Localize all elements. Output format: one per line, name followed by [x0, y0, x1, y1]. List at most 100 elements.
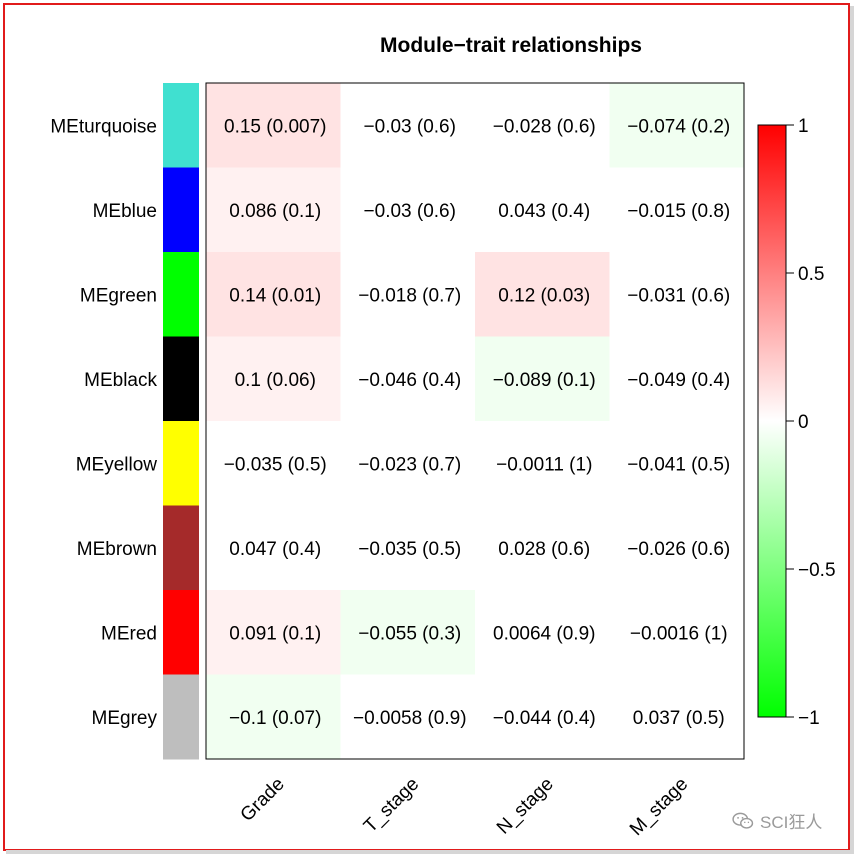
legend-colorbar	[757, 124, 787, 718]
row-label-MEred: MEred	[101, 623, 157, 644]
cell-label: −0.049 (0.4)	[627, 370, 730, 391]
heatmap-cell	[206, 83, 341, 168]
heatmap-cell	[340, 336, 476, 422]
row-label-MEblue: MEblue	[93, 201, 157, 222]
module-color-MEturquoise	[163, 83, 199, 168]
cell-label: 0.028 (0.6)	[498, 539, 590, 560]
cell-label: −0.031 (0.6)	[627, 285, 730, 306]
heatmap-cell	[340, 590, 476, 675]
cell-label: −0.023 (0.7)	[358, 454, 461, 475]
heatmap-cell	[609, 421, 745, 506]
heatmap-cell	[475, 590, 610, 675]
heatmap-cell	[609, 590, 745, 675]
heatmap-cell	[609, 505, 745, 591]
row-label-MEbrown: MEbrown	[77, 539, 157, 560]
cell-label: −0.026 (0.6)	[627, 539, 730, 560]
heatmap-cell	[475, 252, 610, 337]
heatmap-cell	[206, 252, 341, 337]
heatmap-cell	[609, 167, 745, 253]
cell-label: −0.1 (0.07)	[229, 708, 321, 729]
cell-label: −0.028 (0.6)	[493, 116, 596, 137]
chart-title: Module−trait relationships	[380, 34, 642, 57]
legend-tick-label: 1	[798, 116, 809, 137]
module-color-MEyellow	[163, 421, 199, 506]
cell-label: −0.018 (0.7)	[358, 285, 461, 306]
cell-label: −0.055 (0.3)	[358, 623, 461, 644]
row-labels: MEturquoise MEblue MEgreen MEblack MEyellow M…	[50, 116, 157, 729]
row-label-MEblack: MEblack	[84, 370, 157, 391]
heatmap-cell	[475, 336, 610, 422]
frame-shadow	[6, 850, 852, 854]
row-label-MEyellow: MEyellow	[76, 454, 158, 475]
column-label-Grade: Grade	[237, 774, 289, 826]
column-labels: Grade T_stage N_stage M_stage	[237, 774, 693, 840]
cell-label: −0.03 (0.6)	[364, 116, 456, 137]
heatmap-cell	[475, 83, 610, 168]
heatmap-cell	[475, 167, 610, 253]
cell-label: −0.041 (0.5)	[627, 454, 730, 475]
cell-label: −0.015 (0.8)	[627, 201, 730, 222]
row-label-MEgrey: MEgrey	[92, 708, 158, 729]
cell-label: −0.0016 (1)	[630, 623, 728, 644]
module-color-MEblue	[163, 167, 199, 253]
cell-label: −0.044 (0.4)	[493, 708, 596, 729]
cell-label: 0.0064 (0.9)	[493, 623, 595, 644]
cell-label: −0.035 (0.5)	[358, 539, 461, 560]
heatmap-cell	[609, 674, 745, 760]
heatmap-cell	[609, 83, 745, 168]
heatmap-cell	[340, 252, 476, 337]
cell-label: −0.089 (0.1)	[493, 370, 596, 391]
frame-shadow-right	[850, 6, 854, 854]
column-label-M_stage: M_stage	[626, 774, 692, 840]
column-label-N_stage: N_stage	[493, 774, 558, 839]
heatmap-cell	[206, 336, 341, 422]
cell-label: −0.03 (0.6)	[364, 201, 456, 222]
heatmap-border	[205, 82, 745, 760]
heatmap-cell	[609, 336, 745, 422]
heatmap-cell	[340, 505, 476, 591]
module-color-MEred	[163, 590, 199, 675]
cell-label: 0.037 (0.5)	[633, 708, 725, 729]
module-color-MEgreen	[163, 252, 199, 337]
wechat-icon	[732, 812, 754, 829]
heatmap-cell	[340, 421, 476, 506]
legend-tick-label: −0.5	[798, 560, 836, 581]
module-color-MEbrown	[163, 505, 199, 591]
heatmap-cell	[206, 505, 341, 591]
cell-label: −0.0058 (0.9)	[353, 708, 467, 729]
heatmap-cell	[475, 674, 610, 760]
cell-label: 0.047 (0.4)	[229, 539, 321, 560]
cell-label: 0.12 (0.03)	[498, 285, 590, 306]
cell-label: 0.1 (0.06)	[235, 370, 316, 391]
row-label-MEturquoise: MEturquoise	[50, 116, 157, 137]
heatmap-cell	[475, 421, 610, 506]
heatmap-cell	[609, 252, 745, 337]
cell-label: −0.0011 (1)	[496, 454, 592, 475]
heatmap-cell	[206, 674, 341, 760]
module-color-MEgrey	[163, 674, 199, 760]
cell-label: 0.091 (0.1)	[229, 623, 321, 644]
cell-label: 0.043 (0.4)	[498, 201, 590, 222]
heatmap-cell	[340, 167, 476, 253]
cell-label: −0.035 (0.5)	[224, 454, 327, 475]
cell-label: 0.086 (0.1)	[229, 201, 321, 222]
module-color-MEblack	[163, 336, 199, 422]
legend-tick-label: −1	[798, 708, 820, 729]
color-legend: 1 0.5 0 −0.5 −1	[757, 116, 836, 729]
heatmap-cell	[206, 421, 341, 506]
heatmap-cells: 0.15 (0.007) −0.03 (0.6) −0.028 (0.6) −0.07…	[206, 83, 745, 760]
cell-label: −0.046 (0.4)	[358, 370, 461, 391]
watermark-text: SCI狂人	[760, 813, 823, 832]
cell-label: 0.15 (0.007)	[224, 116, 326, 137]
heatmap-cell	[340, 674, 476, 760]
heatmap-cell	[340, 83, 476, 168]
cell-label: −0.074 (0.2)	[627, 116, 730, 137]
heatmap-cell	[206, 590, 341, 675]
watermark: SCI狂人	[732, 808, 822, 833]
heatmap-cell	[475, 505, 610, 591]
heatmap-cell	[206, 167, 341, 253]
cell-label: 0.14 (0.01)	[229, 285, 321, 306]
module-color-bars	[163, 83, 199, 760]
row-label-MEgreen: MEgreen	[80, 285, 157, 306]
